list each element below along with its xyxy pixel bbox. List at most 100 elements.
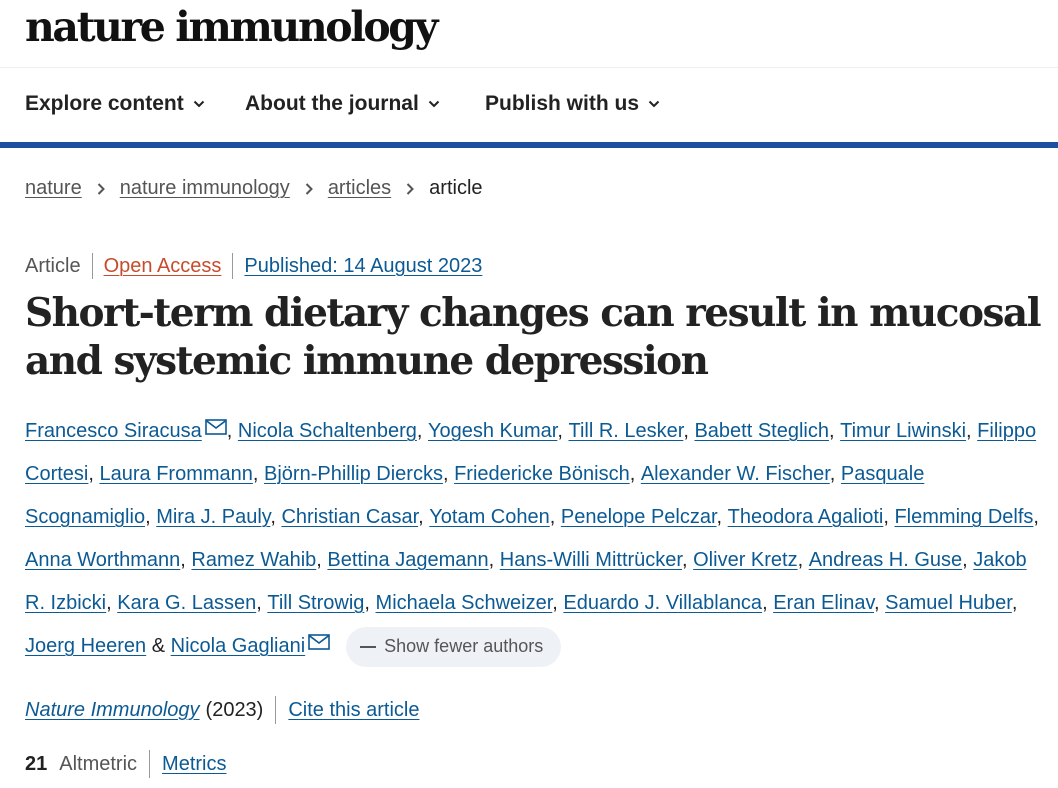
author-link[interactable]: Eduardo J. Villablanca xyxy=(563,592,763,614)
author-link[interactable]: Anna Worthmann xyxy=(25,549,181,571)
mail-icon[interactable] xyxy=(204,419,227,435)
show-fewer-item: Show fewer authors xyxy=(330,626,562,667)
author-link[interactable]: Flemming Delfs xyxy=(894,506,1034,528)
show-fewer-authors-button[interactable]: Show fewer authors xyxy=(346,626,562,667)
author-link[interactable]: Yotam Cohen xyxy=(429,506,550,528)
author-link[interactable]: Ramez Wahib xyxy=(191,549,317,571)
mail-icon[interactable] xyxy=(308,634,330,650)
author-ampersand: & xyxy=(146,635,171,657)
author-item: Jakob R. Izbicki, xyxy=(25,549,1027,614)
author-item: Ramez Wahib, xyxy=(191,549,327,571)
breadcrumb: nature nature immunology articles articl… xyxy=(25,177,483,200)
author-item: Nicola Gagliani xyxy=(170,634,331,657)
author-link[interactable]: Pasquale Scognamiglio xyxy=(25,463,925,528)
author-link[interactable]: Björn-Phillip Diercks xyxy=(264,463,443,485)
author-link[interactable]: Bettina Jagemann xyxy=(327,549,489,571)
author-separator: , xyxy=(829,463,841,485)
author-separator: , xyxy=(88,463,100,485)
author-separator: , xyxy=(966,420,978,442)
author-separator: , xyxy=(552,592,564,614)
author-link[interactable]: Timur Liwinski xyxy=(840,420,967,442)
author-separator: , xyxy=(106,592,118,614)
minus-icon xyxy=(360,645,377,648)
author-link[interactable]: Hans-Willi Mittrücker xyxy=(499,549,682,571)
article-title: Short-term dietary changes can result in… xyxy=(25,290,1042,384)
author-separator: , xyxy=(252,463,265,485)
breadcrumb-articles[interactable]: articles xyxy=(327,177,392,199)
author-item: Timur Liwinski, xyxy=(840,420,977,442)
meta-divider xyxy=(91,253,93,279)
author-link[interactable]: Babett Steglich xyxy=(694,420,829,442)
author-link[interactable]: Alexander W. Fischer xyxy=(640,463,830,485)
author-list: Francesco Siracusa, Nicola Schaltenberg,… xyxy=(25,410,1040,668)
author-item: Christian Casar, xyxy=(281,506,429,528)
chevron-right-icon xyxy=(406,182,415,195)
author-item: Babett Steglich, xyxy=(694,420,840,442)
masthead: nature immunology xyxy=(0,0,1058,68)
author-link[interactable]: Oliver Kretz xyxy=(693,549,798,571)
author-separator: , xyxy=(682,549,694,571)
author-link[interactable]: Eran Elinav xyxy=(773,592,874,614)
author-item: Laura Frommann, xyxy=(99,463,264,485)
author-separator: , xyxy=(256,592,268,614)
author-separator: , xyxy=(797,549,809,571)
author-link[interactable]: Christian Casar xyxy=(281,506,419,528)
author-link[interactable]: Till R. Lesker xyxy=(568,420,684,442)
meta-divider xyxy=(232,253,234,279)
author-link[interactable]: Joerg Heeren xyxy=(25,635,147,657)
author-item: Anna Worthmann, xyxy=(25,549,191,571)
journal-logo[interactable]: nature immunology xyxy=(25,3,438,51)
author-link[interactable]: Nicola Gagliani xyxy=(170,635,306,657)
main-nav: Explore content About the journal Publis… xyxy=(0,68,1058,142)
author-link[interactable]: Michaela Schweizer xyxy=(375,592,553,614)
author-separator: , xyxy=(873,592,886,614)
author-item: Penelope Pelczar, xyxy=(561,506,728,528)
nav-explore-content[interactable]: Explore content xyxy=(25,92,205,116)
author-item: Francesco Siracusa, xyxy=(25,419,238,442)
cite-this-article-link[interactable]: Cite this article xyxy=(288,698,420,721)
author-item: Joerg Heeren & xyxy=(25,635,171,657)
author-link[interactable]: Penelope Pelczar xyxy=(560,506,717,528)
author-item: Yotam Cohen, xyxy=(429,506,561,528)
nav-publish-with-us[interactable]: Publish with us xyxy=(485,92,660,116)
open-access-link[interactable]: Open Access xyxy=(103,254,222,277)
citation-line: Nature Immunology (2023) Cite this artic… xyxy=(25,696,420,724)
author-item: Eran Elinav, xyxy=(773,592,885,614)
author-separator: , xyxy=(316,549,328,571)
author-item: Pasquale Scognamiglio, xyxy=(25,463,924,528)
author-link[interactable]: Theodora Agalioti xyxy=(727,506,884,528)
author-link[interactable]: Kara G. Lassen xyxy=(117,592,257,614)
author-separator: , xyxy=(549,506,561,528)
author-item: Till Strowig, xyxy=(267,592,375,614)
journal-link[interactable]: Nature Immunology xyxy=(25,698,200,721)
nav-about-the-journal-label: About the journal xyxy=(245,92,419,115)
metrics-line: 21 Altmetric Metrics xyxy=(25,750,227,778)
breadcrumb-nature-immunology[interactable]: nature immunology xyxy=(119,177,290,199)
author-link[interactable]: Jakob R. Izbicki xyxy=(25,549,1027,614)
breadcrumb-nature[interactable]: nature xyxy=(25,177,82,199)
author-link[interactable]: Nicola Schaltenberg xyxy=(237,420,417,442)
author-item: Theodora Agalioti, xyxy=(728,506,895,528)
author-link[interactable]: Samuel Huber xyxy=(885,592,1012,614)
metrics-link[interactable]: Metrics xyxy=(162,752,227,775)
published-date-link[interactable]: Published: 14 August 2023 xyxy=(244,254,483,277)
nav-about-the-journal[interactable]: About the journal xyxy=(245,92,440,116)
author-link[interactable]: Till Strowig xyxy=(267,592,365,614)
author-link[interactable]: Yogesh Kumar xyxy=(428,420,558,442)
author-link[interactable]: Friedericke Bönisch xyxy=(454,463,630,485)
author-separator: , xyxy=(488,549,500,571)
author-link[interactable]: Filippo Cortesi xyxy=(25,420,1037,485)
author-link[interactable]: Francesco Siracusa xyxy=(25,420,202,442)
author-separator: , xyxy=(364,592,376,614)
author-item: Michaela Schweizer, xyxy=(376,592,564,614)
chevron-down-icon xyxy=(193,100,204,108)
author-item: Björn-Phillip Diercks, xyxy=(264,463,454,485)
author-item: Filippo Cortesi, xyxy=(25,420,1036,485)
author-item: Hans-Willi Mittrücker, xyxy=(500,549,693,571)
author-item: Bettina Jagemann, xyxy=(327,549,499,571)
author-link[interactable]: Mira J. Pauly xyxy=(156,506,271,528)
author-link[interactable]: Laura Frommann xyxy=(99,463,253,485)
author-item: Till R. Lesker, xyxy=(568,420,694,442)
author-link[interactable]: Andreas H. Guse xyxy=(808,549,963,571)
author-separator: , xyxy=(270,506,282,528)
